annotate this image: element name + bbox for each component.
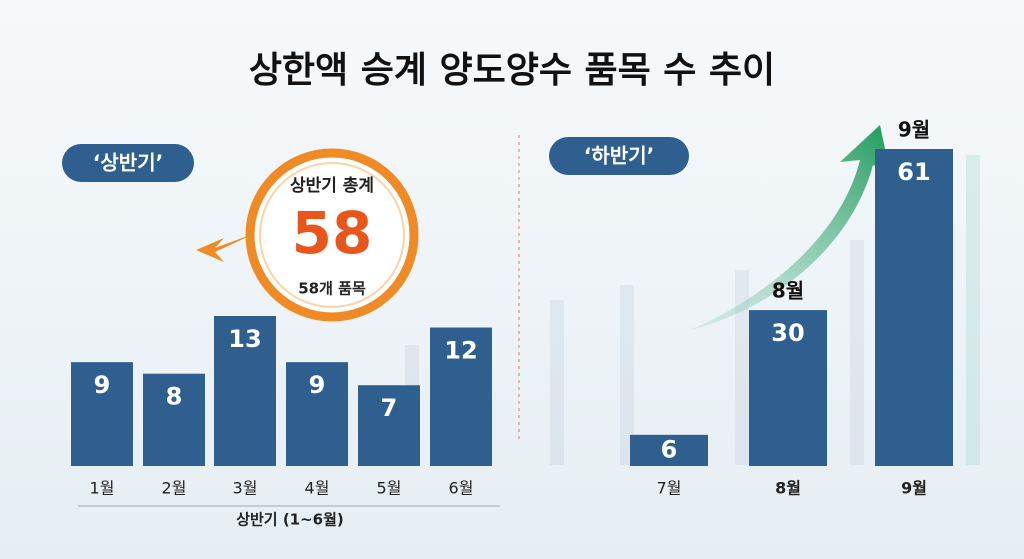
badge: [62, 144, 194, 182]
value-label: 13: [228, 325, 261, 353]
bar: [71, 362, 133, 466]
x-tick-label: 7월: [657, 479, 682, 498]
x-tick-label: 2월: [162, 479, 187, 498]
panel-title: ‘하반기’: [584, 144, 654, 168]
bar: [749, 310, 827, 466]
page-title: 상한액 승계 양도양수 품목 수 추이: [249, 50, 775, 91]
x-tick-label: 1월: [90, 479, 115, 498]
x-tick-label: 3월: [233, 479, 258, 498]
bar: [875, 149, 953, 466]
value-label: 9: [309, 371, 326, 399]
x-tick-label: 5월: [377, 479, 402, 498]
summary-circle: [245, 148, 419, 322]
value-label: 9: [94, 371, 111, 399]
bar-callout: 9월: [898, 118, 930, 142]
value-label: 6: [661, 435, 678, 463]
value-label: 30: [771, 319, 804, 347]
x-tick-label: 4월: [305, 479, 330, 498]
summary-value: 58: [292, 199, 373, 267]
value-label: 8: [166, 383, 183, 411]
summary-ring: [259, 162, 405, 308]
x-tick-label: 8월: [775, 479, 801, 498]
x-tick-label: 9월: [901, 479, 927, 498]
axis-label: 상반기 (1~6월): [236, 511, 344, 529]
bar-callout: 8월: [772, 279, 804, 303]
bar: [214, 316, 276, 466]
summary-label: 58개 품목: [298, 280, 366, 298]
x-tick-label: 6월: [449, 479, 474, 498]
bar: [358, 385, 420, 466]
value-label: 61: [897, 158, 930, 186]
bar: [430, 327, 492, 466]
plot: 9 1월 8 2월 13 3월 9 4월 7 5월 12 6월 6 7월 30 8월 8월 61 9월 9월: [71, 118, 953, 498]
badge: [549, 137, 689, 175]
value-label: 12: [444, 337, 477, 365]
pointer-arrow: [196, 232, 258, 262]
value-label: 7: [381, 394, 398, 422]
summary-title: 상반기 총계: [290, 176, 374, 196]
bar: [143, 373, 205, 466]
bar: [286, 362, 348, 466]
bar: [630, 434, 708, 466]
panel-title: ‘상반기’: [93, 151, 163, 175]
trend-arrow: [690, 125, 890, 330]
